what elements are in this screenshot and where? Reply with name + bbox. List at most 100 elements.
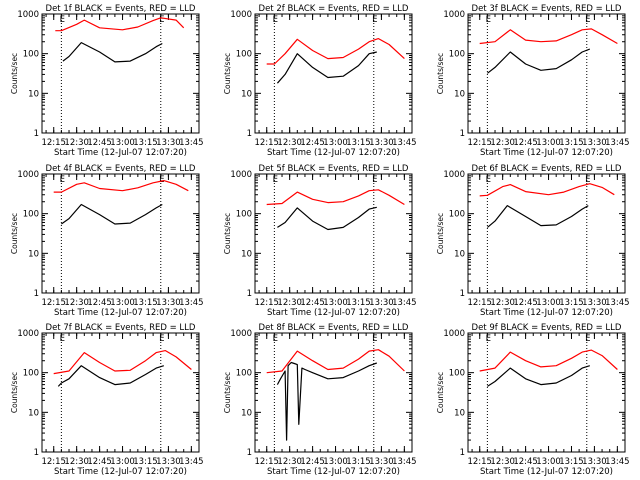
chart-title: Det 3f BLACK = Events, RED = LLD (472, 4, 622, 14)
x-axis-label: Start Time (12-Jul-07 12:07:20) (480, 308, 613, 318)
x-axis-label: Start Time (12-Jul-07 12:07:20) (480, 467, 613, 477)
y-tick-label: 10 (28, 408, 39, 418)
y-tick-label: 1000 (17, 10, 39, 20)
y-tick-label: 1 (460, 448, 465, 458)
marker-label: E (372, 15, 377, 25)
x-tick-label: 13:30 (156, 138, 181, 148)
x-tick-label: 12:30 (277, 457, 302, 467)
marker-label: E (372, 175, 377, 185)
x-tick-label: 12:30 (64, 457, 89, 467)
plot-frame (41, 173, 200, 294)
x-tick-label: 12:45 (513, 298, 538, 308)
x-axis-label: Start Time (12-Jul-07 12:07:20) (267, 467, 400, 477)
y-tick-label: 1000 (443, 10, 465, 20)
x-tick-label: 12:45 (513, 457, 538, 467)
x-tick-label: 13:45 (179, 298, 204, 308)
marker-label: E (60, 175, 65, 185)
y-axis-label: Counts/sec (223, 372, 232, 413)
plot-frame (467, 332, 626, 453)
marker-label: E (372, 334, 377, 344)
chart-panel-5: Det 5f BLACK = Events, RED = LLD 1 10 100 10… (223, 164, 417, 318)
plot-frame (41, 13, 200, 134)
chart-title: Det 6f BLACK = Events, RED = LLD (472, 164, 622, 174)
x-tick-label: 12:45 (513, 138, 538, 148)
y-tick-label: 10 (28, 249, 39, 259)
x-tick-label: 13:00 (323, 298, 348, 308)
x-tick-label: 13:30 (156, 457, 181, 467)
y-tick-label: 1 (34, 129, 39, 139)
x-tick-label: 13:00 (323, 457, 348, 467)
x-tick-label: 13:00 (110, 298, 135, 308)
y-tick-label: 1000 (230, 10, 252, 20)
marker-label: E (486, 334, 491, 344)
chart-panel-8: Det 8f BLACK = Events, RED = LLD 1 10 100 10… (223, 323, 417, 477)
marker-label: E (486, 15, 491, 25)
x-tick-label: 12:15 (254, 138, 279, 148)
y-axis-label: Counts/sec (436, 372, 445, 413)
marker-label: E (273, 334, 278, 344)
x-tick-label: 13:45 (392, 138, 417, 148)
y-tick-label: 1 (247, 289, 252, 299)
x-tick-label: 13:15 (133, 457, 158, 467)
lld-series-line (479, 183, 615, 197)
x-tick-label: 13:45 (605, 457, 630, 467)
marker-label: E (486, 175, 491, 185)
y-axis-label: Counts/sec (223, 213, 232, 254)
lld-series-line (55, 17, 185, 32)
chart-panel-7: Det 7f BLACK = Events, RED = LLD 1 10 100 10… (10, 323, 204, 477)
x-tick-label: 13:45 (605, 138, 630, 148)
marker-label: E (585, 334, 590, 344)
y-tick-label: 100 (236, 210, 252, 220)
x-tick-label: 13:30 (369, 298, 394, 308)
x-tick-label: 12:30 (490, 298, 515, 308)
lld-series-line (479, 28, 618, 45)
events-series-line (62, 41, 163, 63)
lld-series-line (266, 189, 405, 206)
x-tick-label: 13:15 (346, 138, 371, 148)
x-tick-label: 13:15 (559, 138, 584, 148)
y-axis-label: Counts/sec (223, 53, 232, 94)
marker-label: E (159, 15, 164, 25)
lld-series-line (53, 180, 189, 193)
x-tick-label: 12:30 (490, 138, 515, 148)
y-axis-label: Counts/sec (10, 53, 19, 94)
y-tick-label: 1000 (230, 170, 252, 180)
x-tick-label: 12:30 (490, 457, 515, 467)
lld-series-line (266, 349, 405, 374)
y-tick-label: 1 (34, 448, 39, 458)
y-tick-label: 10 (454, 89, 465, 99)
plot-frame (41, 332, 200, 453)
chart-title: Det 1f BLACK = Events, RED = LLD (46, 4, 196, 14)
x-tick-label: 12:15 (254, 298, 279, 308)
marker-label: E (585, 15, 590, 25)
y-tick-label: 10 (241, 408, 252, 418)
x-tick-label: 12:15 (254, 457, 279, 467)
x-axis-label: Start Time (12-Jul-07 12:07:20) (267, 148, 400, 158)
x-axis-label: Start Time (12-Jul-07 12:07:20) (54, 308, 187, 318)
y-tick-label: 100 (23, 210, 39, 220)
x-tick-label: 13:45 (179, 138, 204, 148)
chart-panel-6: Det 6f BLACK = Events, RED = LLD 1 10 100 10… (436, 164, 630, 318)
y-tick-label: 1000 (17, 329, 39, 339)
x-tick-label: 12:15 (467, 457, 492, 467)
marker-label: E (60, 15, 65, 25)
x-tick-label: 13:30 (582, 298, 607, 308)
chart-panel-9: Det 9f BLACK = Events, RED = LLD 1 10 100 10… (436, 323, 630, 477)
y-tick-label: 1000 (17, 170, 39, 180)
lld-series-line (266, 37, 405, 65)
events-series-line (276, 361, 378, 441)
x-tick-label: 13:15 (346, 457, 371, 467)
x-tick-label: 12:15 (467, 298, 492, 308)
chart-panel-3: Det 3f BLACK = Events, RED = LLD 1 10 100 10… (436, 4, 630, 158)
x-tick-label: 13:15 (559, 457, 584, 467)
marker-label: E (585, 175, 590, 185)
x-tick-label: 13:30 (369, 138, 394, 148)
x-tick-label: 13:00 (536, 298, 561, 308)
events-series-line (487, 48, 591, 74)
marker-label: E (273, 175, 278, 185)
chart-title: Det 8f BLACK = Events, RED = LLD (259, 323, 409, 333)
chart-panel-4: Det 4f BLACK = Events, RED = LLD 1 10 100 10… (10, 164, 204, 318)
x-tick-label: 13:30 (369, 457, 394, 467)
lld-series-line (479, 349, 618, 372)
